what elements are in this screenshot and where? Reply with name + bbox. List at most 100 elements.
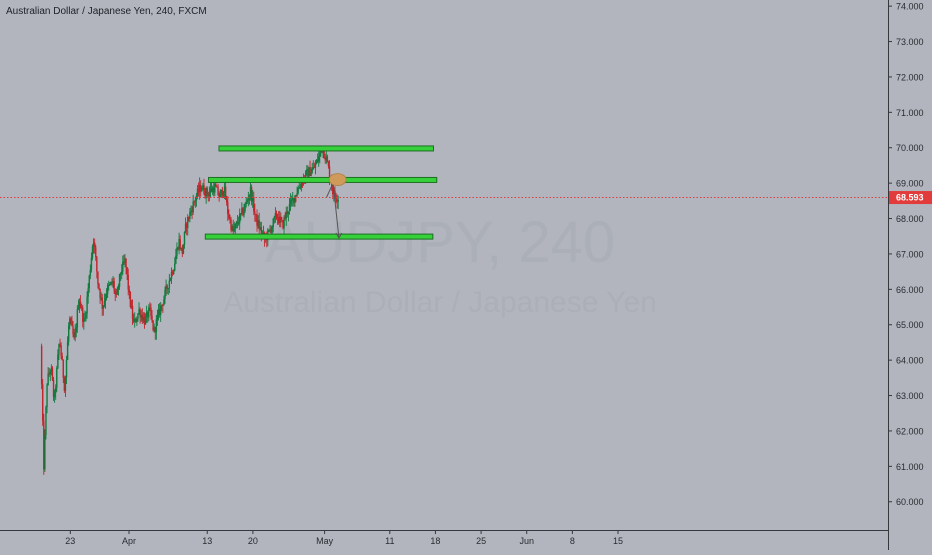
candle (93, 238, 96, 254)
candle (310, 167, 312, 177)
candle (285, 206, 287, 226)
y-tick-label: 60.000 (896, 497, 924, 507)
candle (181, 244, 184, 258)
candle (118, 273, 121, 290)
candle (145, 305, 148, 323)
candle (59, 338, 61, 348)
candle (53, 389, 56, 403)
candle (171, 269, 174, 277)
price-axis[interactable]: 60.000 61.000 62.000 63.000 64.000 65.000 66.0… (888, 2, 924, 508)
y-tick-label: 71.000 (896, 108, 924, 118)
y-tick-label: 62.000 (896, 426, 924, 436)
candle (184, 217, 187, 234)
candle (230, 216, 232, 233)
candle (188, 216, 190, 222)
candle (269, 224, 271, 234)
candle (200, 180, 202, 197)
candle (228, 209, 230, 220)
candle (143, 312, 146, 329)
candle (175, 248, 177, 265)
candle (293, 197, 295, 207)
y-tick-label: 74.000 (896, 2, 924, 12)
candle (149, 302, 151, 312)
candle (105, 288, 108, 301)
candle (55, 384, 57, 400)
candle (137, 312, 139, 322)
candle (286, 206, 289, 218)
candle (131, 299, 134, 325)
candle (277, 211, 280, 225)
candle (229, 214, 231, 224)
zone-2[interactable] (204, 233, 434, 240)
candle (153, 323, 155, 333)
candle (234, 223, 237, 234)
candle (71, 315, 73, 327)
candle (47, 367, 49, 386)
candle (257, 215, 259, 229)
candle (201, 186, 203, 193)
candle (185, 221, 188, 236)
candle (91, 244, 94, 261)
candle (63, 375, 66, 393)
candle (106, 282, 109, 298)
candle (204, 187, 206, 199)
x-tick-label: 11 (385, 536, 394, 546)
marker-ellipse[interactable] (328, 173, 347, 187)
candle (50, 364, 53, 376)
candle (295, 194, 297, 203)
candle (130, 299, 133, 309)
x-tick-label: 23 (65, 536, 75, 546)
candle (139, 307, 141, 324)
time-axis[interactable]: 23 Apr 13 20 May 11 18 25 Jun 8 15 (65, 530, 623, 546)
candle (259, 221, 261, 231)
candle (67, 322, 70, 346)
candle (74, 324, 76, 342)
candle (193, 200, 195, 206)
candle (151, 310, 153, 323)
candle (197, 182, 200, 197)
annotations[interactable] (326, 173, 347, 239)
candle (132, 313, 135, 324)
candle (109, 281, 111, 286)
candle (292, 191, 294, 207)
candle (255, 213, 257, 223)
candle (170, 267, 173, 284)
candle (296, 186, 298, 197)
candle (62, 359, 64, 384)
candle (336, 194, 338, 209)
candle (103, 293, 106, 308)
candle (241, 202, 243, 216)
y-tick-label: 66.000 (896, 285, 924, 295)
support-resistance-zones[interactable] (204, 145, 438, 240)
candle (155, 314, 158, 340)
candle (307, 165, 309, 177)
candle (309, 160, 311, 176)
candle (178, 232, 180, 255)
candle (117, 283, 120, 296)
candle (86, 291, 88, 319)
candle (57, 349, 59, 370)
zone-0[interactable] (218, 145, 434, 152)
arrow-head-icon (335, 232, 343, 239)
candle (45, 405, 47, 440)
candle (146, 310, 149, 323)
candle (172, 269, 175, 275)
x-tick-label: Jun (519, 536, 534, 546)
candle (48, 367, 50, 377)
candle (244, 202, 246, 213)
candle (180, 247, 182, 251)
candle (299, 183, 302, 190)
candle (216, 185, 218, 188)
candle (70, 316, 72, 325)
candle (242, 207, 244, 217)
candle (115, 289, 118, 298)
candle (249, 182, 252, 201)
y-tick-label: 64.000 (896, 356, 924, 366)
candle (314, 160, 317, 175)
zone-1[interactable] (208, 176, 438, 183)
candle (150, 303, 152, 320)
candle (111, 278, 113, 287)
candle (119, 272, 122, 281)
